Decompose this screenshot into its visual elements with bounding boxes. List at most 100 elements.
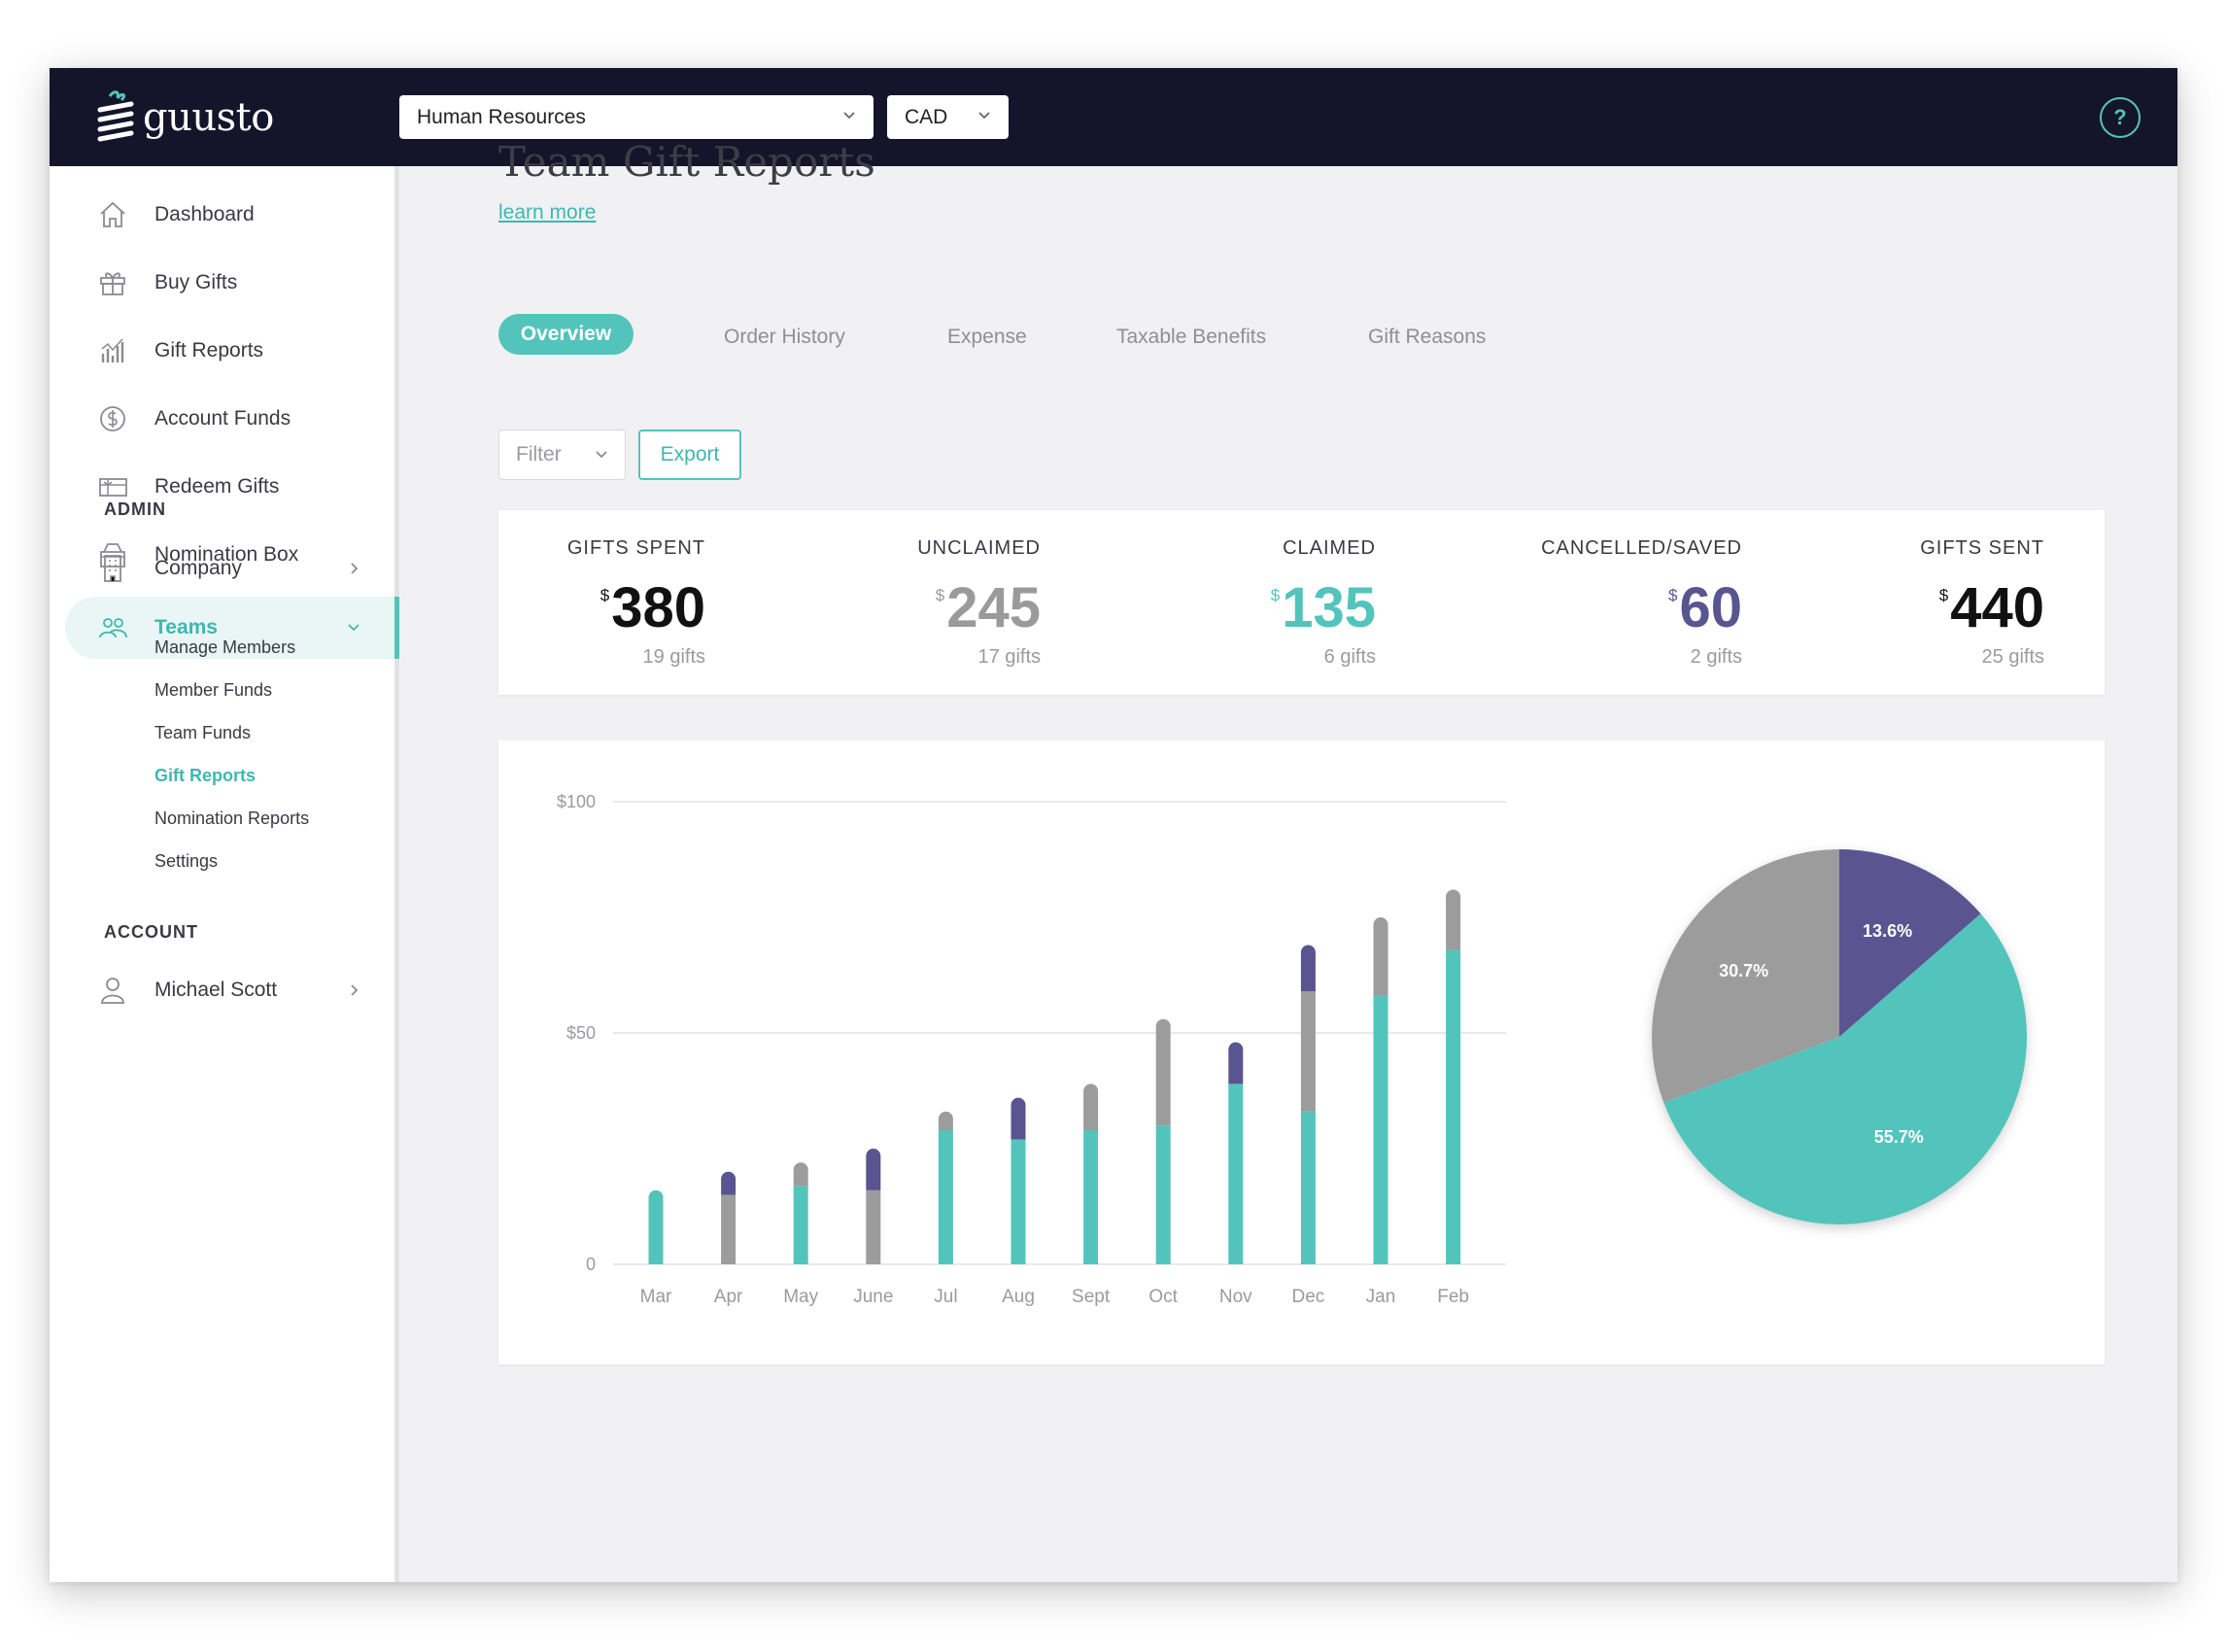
sidebar-item-user[interactable]: Michael Scott (50, 966, 394, 1015)
help-button[interactable]: ? (2100, 97, 2141, 138)
sidebar-item-account-funds[interactable]: Account Funds (50, 395, 394, 443)
bar-segment-dec (1300, 945, 1316, 992)
charts-svg: 0 $50 $100 Mar Apr May June Jul Aug Sept Oct Nov Dec… (557, 792, 2027, 1307)
sidebar-item-company[interactable]: Company (50, 544, 394, 593)
x-tick-label: Apr (714, 1287, 743, 1307)
teams-active-highlight (65, 597, 394, 659)
learn-more-link[interactable]: learn more (498, 201, 597, 224)
stat-value: 245 (946, 576, 1041, 639)
pie-slice-label: 55.7% (1874, 1127, 1924, 1147)
tab-expense[interactable]: Expense (947, 326, 1027, 348)
stat-unclaimed: UNCLAIMED 245 17 gifts $ (498, 510, 1041, 695)
teams-sub-item-team-funds[interactable]: Team Funds (154, 723, 252, 742)
teams-sub-item-nomination-reports[interactable]: Nomination Reports (154, 809, 310, 828)
bar-chart-icon (101, 338, 124, 362)
stat-claimed: CLAIMED 135 6 gifts $ (498, 510, 1376, 695)
sidebar-item-label: Teams (154, 616, 218, 638)
stat-gift-count: 19 gifts (642, 646, 705, 668)
sidebar-item-label: Gift Reports (154, 339, 264, 361)
tab-overview[interactable]: Overview (498, 314, 634, 355)
stat-label: UNCLAIMED (917, 537, 1041, 559)
question-mark-icon: ? (2113, 105, 2127, 129)
top-bar: guusto Human Resources CAD ? (50, 68, 2177, 166)
stat-currency: $ (1270, 586, 1281, 604)
bar-segment-feb (1446, 889, 1461, 950)
sidebar: Dashboard Buy Gifts Gift Reports Account Fu… (50, 166, 399, 1582)
app-window: guusto Human Resources CAD ? Dashboard Bu… (50, 68, 2177, 1582)
chevron-right-icon (351, 563, 359, 574)
bar-segment-may (793, 1186, 808, 1264)
tab-order-history[interactable]: Order History (724, 326, 845, 348)
sidebar-item-gift-reports[interactable]: Gift Reports (50, 327, 394, 375)
logo[interactable]: guusto (96, 87, 274, 148)
teams-sub-item-gift-reports[interactable]: Gift Reports (154, 766, 257, 785)
pie-chart (1651, 849, 2027, 1224)
pie-slice (1663, 913, 2027, 1224)
teams-sub-item-settings[interactable]: Settings (154, 851, 219, 871)
sidebar-item-dashboard[interactable]: Dashboard (50, 190, 394, 239)
sidebar-item-label: Nomination Box (154, 543, 299, 566)
bar-segment-oct (1155, 1125, 1171, 1264)
x-tick-label: Nov (1219, 1287, 1252, 1307)
team-icon (99, 618, 127, 638)
stat-currency: $ (935, 586, 945, 604)
y-tick-label: 0 (586, 1255, 596, 1274)
currency-select[interactable]: CAD (887, 95, 1009, 139)
x-tick-label: Feb (1437, 1287, 1469, 1307)
stat-label: CLAIMED (1283, 537, 1376, 559)
bar-segment-apr (721, 1171, 737, 1195)
department-select[interactable]: Human Resources (399, 95, 874, 139)
bar-segment-may (793, 1162, 808, 1187)
stat-value: 135 (1282, 576, 1376, 639)
teams-sub-item-manage-members[interactable]: Manage Members (154, 637, 296, 657)
logo-text: guusto (143, 95, 274, 140)
bar-segment-jul (938, 1111, 953, 1130)
dollar-icon (100, 406, 125, 431)
y-tick-label: $50 (566, 1023, 596, 1043)
sidebar-item-teams[interactable]: Teams (50, 603, 394, 652)
stat-currency: $ (1938, 586, 1949, 604)
x-tick-label: Mar (640, 1287, 672, 1307)
bar-segment-nov (1228, 1084, 1244, 1264)
logo-icon (97, 90, 134, 142)
stat-currency: $ (1668, 586, 1678, 604)
tab-taxable-benefits[interactable]: Taxable Benefits (1116, 326, 1267, 348)
bar-segment-june (866, 1149, 881, 1190)
department-select-value: Human Resources (417, 105, 586, 128)
bar-segment-nov (1228, 1042, 1244, 1084)
user-icon (101, 978, 124, 1004)
building-icon (104, 555, 121, 582)
stat-gift-count: 25 gifts (1981, 646, 2044, 668)
gift-card-icon (99, 478, 127, 497)
user-name: Michael Scott (154, 979, 278, 1001)
stat-gifts-spent: GIFTS SPENT 380 19 gifts $ (498, 510, 705, 695)
stat-value: 380 (611, 576, 705, 639)
teams-active-indicator (394, 597, 399, 659)
pie-slice (1651, 849, 1839, 1103)
bar-segment-oct (1155, 1018, 1171, 1126)
bar-segment-june (866, 1189, 881, 1264)
x-tick-label: Sept (1072, 1287, 1111, 1307)
stats-summary-card: GIFTS SPENT 380 19 gifts $ UNCLAIMED 245 17 gi… (498, 510, 2105, 695)
sidebar-item-label: Account Funds (154, 407, 291, 430)
export-button[interactable]: Export (638, 430, 741, 480)
currency-select-value: CAD (905, 105, 948, 128)
tab-gift-reasons[interactable]: Gift Reasons (1368, 326, 1487, 348)
bar-segment-apr (721, 1194, 737, 1264)
sidebar-item-buy-gifts[interactable]: Buy Gifts (50, 258, 394, 307)
admin-section-label: ADMIN (104, 499, 166, 519)
filter-dropdown[interactable]: Filter (498, 430, 626, 480)
page-title: Team Gift Reports (498, 138, 875, 186)
sidebar-item-redeem-gifts[interactable]: Redeem Gifts (50, 463, 394, 511)
stat-cancelled-saved: CANCELLED/SAVED 60 2 gifts $ (498, 510, 1742, 695)
gift-icon (100, 272, 125, 295)
stat-gift-count: 2 gifts (1690, 646, 1742, 668)
stat-label: GIFTS SENT (1920, 537, 2044, 559)
stat-label: CANCELLED/SAVED (1541, 537, 1742, 559)
chevron-down-icon (596, 451, 607, 459)
stat-value: 440 (1950, 576, 2044, 639)
teams-sub-item-member-funds[interactable]: Member Funds (154, 680, 273, 700)
x-tick-label: Jul (934, 1287, 957, 1307)
x-tick-label: Oct (1148, 1287, 1178, 1307)
sidebar-item-label: Dashboard (154, 203, 255, 225)
